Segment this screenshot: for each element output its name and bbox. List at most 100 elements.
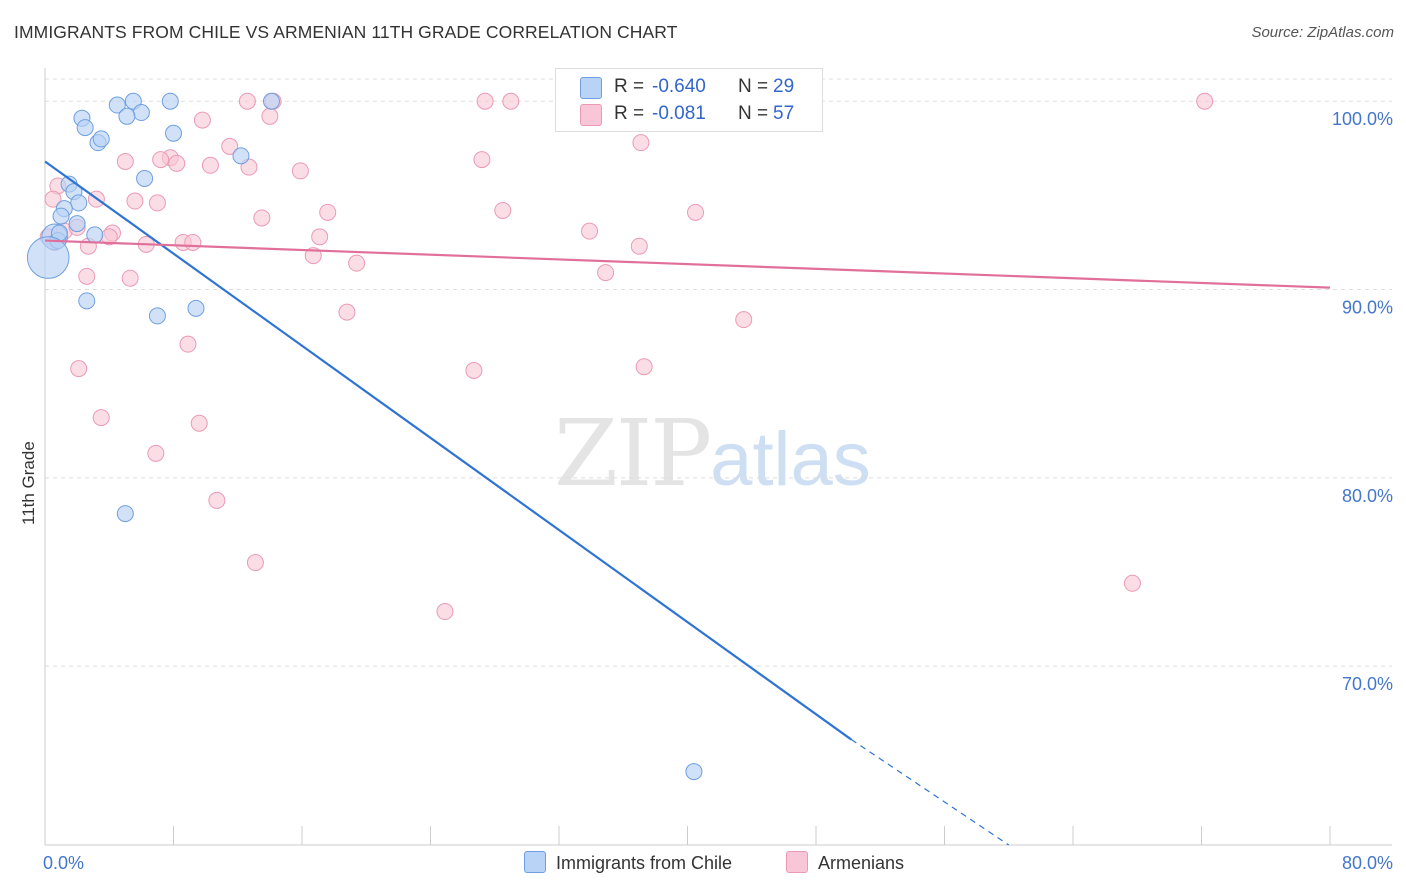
armenian-point [70, 360, 88, 378]
armenian-point [92, 409, 110, 427]
armenian-point [78, 267, 96, 285]
chile-trend-line [44, 160, 852, 741]
chile-point [165, 124, 182, 142]
r-value: -0.640 [652, 76, 706, 97]
chile-point [161, 92, 179, 110]
chile-legend-label: Immigrants from Chile [556, 853, 733, 873]
chile-swatch [524, 851, 546, 873]
armenian-point [319, 203, 337, 221]
armenian-point [190, 414, 208, 432]
y-tick-label: 70.0% [1342, 674, 1393, 694]
armenian-point [116, 152, 134, 170]
armenian-point [581, 222, 599, 240]
armenian-point [147, 444, 165, 462]
armenian-point [635, 358, 653, 376]
armenian-point [238, 92, 256, 110]
x-tick-label: 80.0% [1342, 853, 1393, 873]
armenian-point [148, 194, 166, 212]
armenian-point [473, 151, 491, 169]
chile-point [118, 107, 136, 125]
trend-lines [44, 160, 1331, 846]
watermark-zip: ZIP [554, 400, 712, 507]
watermark: ZIPatlas [554, 400, 871, 507]
chile-point [685, 763, 703, 781]
chile-point [70, 194, 88, 212]
armenian-point [152, 151, 170, 169]
chile-point [116, 505, 134, 523]
y-tick-label: 90.0% [1342, 298, 1393, 318]
chile-point [148, 307, 166, 325]
tick-labels: 100.0% 90.0% 80.0% 70.0% 0.0% 80.0% [43, 109, 1393, 873]
watermark-atlas: atlas [710, 417, 871, 502]
chile-point [262, 92, 280, 110]
armenian-point [184, 233, 202, 251]
source-credit: Source: ZipAtlas.com [1251, 24, 1394, 41]
armenian-point [348, 254, 366, 272]
armenians-points [39, 92, 1214, 621]
chile-point [108, 96, 126, 114]
armenian-point [311, 228, 329, 246]
chile-point [52, 207, 70, 225]
chile-point [92, 130, 110, 148]
n-label: N = [738, 76, 769, 97]
chart-title: IMMIGRANTS FROM CHILE VS ARMENIAN 11TH G… [14, 22, 678, 42]
correlation-legend: R = -0.640 N = 29 R = -0.081 N = 57 [555, 68, 823, 132]
armenian-point [476, 92, 494, 110]
armenian-point [201, 156, 219, 174]
n-label: N = [738, 103, 769, 124]
armenian-point [44, 190, 62, 208]
armenians-swatch [580, 104, 602, 126]
armenian-point [168, 154, 186, 172]
armenian-point [687, 203, 705, 221]
chile-point [86, 226, 104, 244]
armenian-point [126, 192, 144, 210]
chile-point [132, 104, 150, 122]
r-label: R = [614, 103, 645, 124]
y-tick-label: 100.0% [1332, 109, 1393, 129]
legend-row-chile: R = -0.640 N = 29 [556, 73, 822, 101]
armenian-point [208, 491, 226, 509]
n-value: 57 [773, 103, 795, 124]
armenian-point [246, 554, 264, 572]
chile-point [68, 215, 86, 233]
chile-point [76, 119, 94, 137]
r-value: -0.081 [652, 103, 706, 124]
chile-point [187, 299, 205, 317]
armenian-point [261, 107, 279, 125]
armenians-swatch [786, 851, 808, 873]
armenian-point [338, 303, 356, 321]
chile-trend-extension [851, 739, 1010, 846]
armenian-point [436, 603, 454, 621]
chile-point [136, 169, 154, 187]
armenian-point [193, 111, 211, 129]
r-label: R = [614, 76, 645, 97]
x-tick-label: 0.0% [43, 853, 84, 873]
legend-row-armenians: R = -0.081 N = 57 [556, 100, 822, 128]
armenian-point [121, 269, 139, 287]
chile-swatch [580, 77, 602, 99]
armenian-point [179, 335, 197, 353]
y-tick-label: 80.0% [1342, 486, 1393, 506]
armenian-point [465, 362, 483, 380]
armenian-point [1123, 574, 1141, 592]
chile-point [78, 292, 96, 310]
armenians-legend-label: Armenians [818, 853, 905, 873]
armenian-point [291, 162, 309, 180]
armenian-point [502, 92, 520, 110]
armenian-point [735, 311, 753, 329]
axes [44, 68, 1392, 846]
chile-point [232, 147, 250, 165]
armenian-point [253, 209, 271, 227]
n-value: 29 [773, 76, 795, 97]
bottom-legend-armenians: Armenians [786, 851, 904, 874]
armenian-trend-line [44, 239, 1331, 289]
armenian-point [597, 264, 615, 282]
chile-point [26, 236, 70, 279]
armenian-point [632, 134, 650, 152]
armenian-point [1196, 92, 1214, 110]
armenian-point [630, 237, 648, 255]
armenian-point [221, 137, 239, 155]
armenian-point [494, 201, 512, 219]
bottom-legend-chile: Immigrants from Chile [524, 851, 732, 874]
